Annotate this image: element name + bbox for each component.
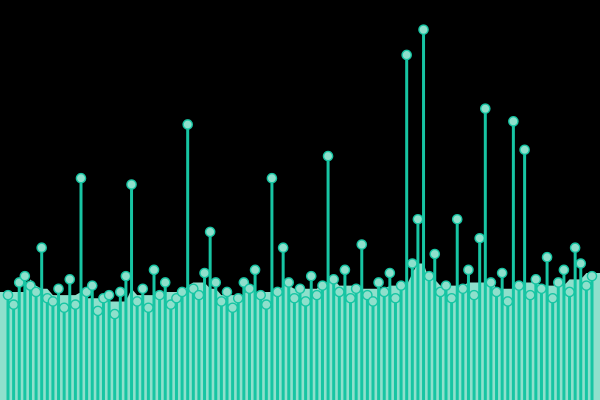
- stem-marker: [407, 258, 418, 269]
- stem-marker: [305, 270, 317, 282]
- stem-marker: [143, 302, 154, 314]
- stem-marker: [463, 264, 474, 276]
- stem-marker: [558, 264, 570, 276]
- stem-marker: [373, 277, 384, 288]
- stem-marker: [564, 286, 575, 298]
- stem-marker: [159, 277, 171, 288]
- stem-marker: [2, 289, 14, 301]
- stem-marker: [137, 283, 149, 295]
- stem-marker: [575, 258, 587, 269]
- stem-marker: [496, 267, 508, 279]
- stem-marker: [390, 292, 401, 304]
- stem-marker: [311, 289, 323, 301]
- stem-marker: [384, 267, 396, 279]
- stem-marker: [103, 289, 115, 301]
- stem-marker: [47, 296, 59, 307]
- stem-marker: [480, 103, 491, 114]
- stem-marker: [485, 277, 497, 288]
- stem-marker: [508, 116, 519, 127]
- stem-marker: [75, 172, 87, 184]
- stem-marker: [530, 274, 542, 285]
- stem-marker: [474, 232, 485, 244]
- stem-marker: [120, 270, 132, 282]
- stem-marker: [446, 292, 457, 304]
- stem-lines-group: [6, 29, 594, 400]
- stem-marker: [176, 286, 188, 298]
- stem-marker: [244, 283, 255, 295]
- stem-marker: [294, 283, 306, 295]
- stem-marker: [92, 305, 104, 317]
- stem-marker: [86, 280, 98, 291]
- stem-marker: [58, 302, 70, 314]
- stem-marker: [70, 299, 81, 310]
- stem-marker: [30, 286, 42, 298]
- stem-marker: [451, 213, 463, 225]
- stem-marker: [513, 280, 525, 291]
- stem-marker: [36, 242, 47, 254]
- stem-marker: [272, 286, 283, 298]
- stem-marker: [126, 179, 137, 190]
- stem-marker: [317, 280, 328, 291]
- stem-marker: [261, 299, 272, 310]
- stem-marker: [378, 286, 390, 298]
- stem-marker: [356, 239, 368, 250]
- stem-marker: [581, 280, 592, 291]
- stem-marker: [524, 289, 536, 301]
- stem-marker: [148, 264, 160, 276]
- stem-marker: [569, 242, 581, 254]
- stem-marker: [8, 299, 19, 310]
- stem-marker: [519, 144, 530, 156]
- stem-marker: [53, 283, 64, 295]
- stem-marker: [255, 289, 266, 301]
- stem-marker: [277, 242, 289, 254]
- stem-marker: [227, 302, 238, 314]
- stem-marker: [418, 24, 429, 35]
- stem-marker: [491, 286, 502, 298]
- stem-marker: [541, 251, 553, 263]
- stem-marker: [395, 280, 407, 291]
- stem-marker: [502, 296, 514, 307]
- stem-marker: [367, 296, 379, 307]
- stem-marker: [115, 286, 126, 298]
- stem-marker: [440, 280, 452, 291]
- stem-marker: [586, 270, 598, 282]
- stem-marker: [266, 172, 278, 184]
- stem-marker: [350, 283, 362, 295]
- stem-marker: [300, 296, 311, 307]
- stem-marker: [283, 277, 295, 288]
- stem-marker: [182, 119, 193, 130]
- stem-marker: [232, 292, 244, 304]
- stem-marker: [199, 267, 210, 279]
- stem-marker: [210, 277, 222, 288]
- stem-marker: [412, 213, 424, 225]
- stem-marker: [154, 289, 165, 301]
- stem-marker: [64, 274, 76, 285]
- stem-marker: [423, 270, 435, 282]
- stem-marker: [249, 264, 261, 276]
- stem-marker: [204, 226, 216, 238]
- stem-marker: [193, 289, 205, 301]
- stem-marker: [216, 296, 227, 307]
- stem-marker: [429, 248, 441, 260]
- stem-marker: [19, 270, 31, 282]
- stem-marker: [547, 292, 558, 304]
- stem-marker: [468, 289, 480, 301]
- stem-marker: [401, 49, 412, 61]
- stem-marker: [109, 308, 120, 320]
- stem-marker: [131, 296, 143, 307]
- stem-marker: [289, 292, 300, 304]
- stem-marker: [457, 283, 469, 295]
- stem-marker: [334, 286, 345, 298]
- stem-marker: [221, 286, 233, 298]
- stem-markers-group: [2, 24, 598, 320]
- stem-marker: [536, 283, 547, 295]
- stem-marker: [345, 292, 356, 304]
- stem-marker: [328, 274, 339, 285]
- stem-marker: [339, 264, 351, 276]
- stem-marker: [553, 277, 564, 288]
- stem-marker: [322, 150, 334, 162]
